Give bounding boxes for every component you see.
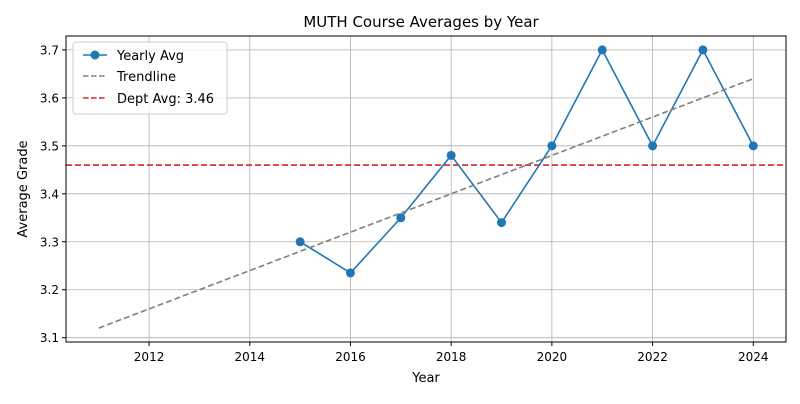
yearly-avg-point — [396, 213, 406, 223]
y-tick-label: 3.5 — [40, 139, 59, 153]
x-tick-label: 2024 — [738, 350, 769, 364]
y-tick-label: 3.1 — [40, 331, 59, 345]
yearly-avg-point — [295, 237, 305, 247]
yearly-avg-point — [648, 141, 658, 151]
chart-title: MUTH Course Averages by Year — [303, 13, 539, 31]
x-tick-label: 2016 — [335, 350, 366, 364]
yearly-avg-point — [497, 218, 507, 228]
y-tick-label: 3.6 — [40, 91, 59, 105]
yearly-avg-point — [698, 45, 708, 55]
y-axis-label: Average Grade — [16, 140, 31, 237]
yearly-avg-line — [299, 49, 754, 274]
plot-frame — [65, 35, 787, 343]
y-axis: 3.1 3.2 3.3 3.4 3.5 3.6 3.7 — [40, 43, 66, 345]
x-axis-label: Year — [411, 371, 440, 386]
x-axis: 2012 2014 2016 2018 2020 2022 2024 — [134, 342, 769, 364]
y-tick-label: 3.3 — [40, 235, 59, 249]
yearly-avg-point — [748, 141, 758, 151]
x-tick-label: 2020 — [537, 350, 568, 364]
yearly-avg-point — [345, 268, 355, 278]
legend: Yearly Avg Trendline Dept Avg: 3.46 — [72, 41, 228, 115]
legend-box — [72, 41, 228, 115]
legend-label-yearly-avg: Yearly Avg — [116, 49, 184, 64]
yearly-avg-point — [597, 45, 607, 55]
yearly-avg-point — [446, 150, 456, 160]
legend-marker-yearly-avg — [90, 50, 100, 60]
legend-label-dept-avg: Dept Avg: 3.46 — [117, 92, 214, 107]
x-tick-label: 2012 — [134, 350, 165, 364]
x-tick-label: 2014 — [235, 350, 266, 364]
yearly-avg-point — [547, 141, 557, 151]
legend-label-trendline: Trendline — [116, 70, 176, 85]
y-tick-label: 3.2 — [40, 283, 59, 297]
y-tick-label: 3.4 — [40, 187, 59, 201]
x-tick-label: 2018 — [436, 350, 467, 364]
y-tick-label: 3.7 — [40, 43, 59, 57]
x-tick-label: 2022 — [637, 350, 668, 364]
series-layer — [98, 45, 758, 329]
trendline — [98, 77, 754, 329]
